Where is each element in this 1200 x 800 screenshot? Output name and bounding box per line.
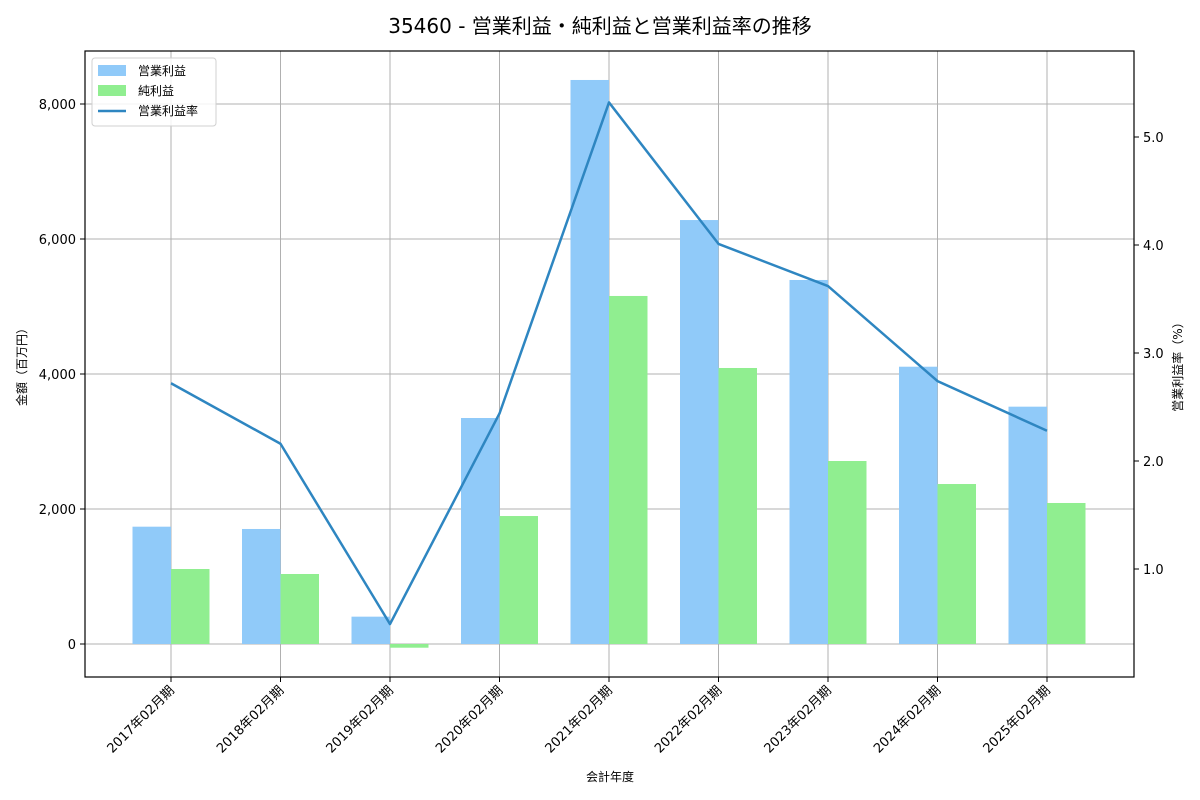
bar-net-profit — [499, 516, 538, 644]
x-tick-label: 2019年02月期 — [324, 683, 397, 756]
bar-net-profit — [828, 461, 867, 644]
x-tick-label: 2025年02月期 — [981, 683, 1054, 756]
y-tick-label: 8,000 — [39, 98, 76, 113]
bar-operating-profit — [351, 616, 390, 644]
bar-net-profit — [390, 644, 429, 648]
right-y-axis-label: 営業利益率（%） — [1170, 316, 1185, 411]
x-tick-label: 2024年02月期 — [871, 683, 944, 756]
x-tick-label: 2020年02月期 — [433, 683, 506, 756]
y2-tick-label: 3.0 — [1143, 347, 1164, 362]
bar-net-profit — [718, 367, 757, 644]
bar-operating-profit — [461, 418, 500, 644]
x-tick-label: 2022年02月期 — [652, 683, 725, 756]
y-tick-label: 0 — [68, 638, 76, 653]
legend-swatch-operating-profit — [98, 65, 126, 76]
bar-operating-profit — [899, 366, 938, 644]
bar-series — [132, 79, 1086, 648]
line-operating-margin — [170, 101, 1048, 626]
line-series — [170, 101, 1048, 626]
right-y-axis: 1.0 2.0 3.0 4.0 5.0 — [1134, 131, 1164, 578]
x-tick-label: 2017年02月期 — [105, 683, 178, 756]
bar-net-profit — [280, 574, 319, 644]
bar-operating-profit — [789, 279, 828, 644]
y2-tick-label: 5.0 — [1143, 131, 1164, 146]
bar-operating-profit — [1008, 406, 1047, 644]
left-y-axis: 0 2,000 4,000 6,000 8,000 — [39, 98, 85, 653]
x-axis-label: 会計年度 — [586, 769, 634, 784]
y-tick-label: 4,000 — [39, 368, 76, 383]
chart-title: 35460 - 営業利益・純利益と営業利益率の推移 — [388, 14, 812, 38]
bar-operating-profit — [242, 528, 281, 644]
bar-net-profit — [609, 295, 648, 644]
y2-tick-label: 2.0 — [1143, 455, 1164, 470]
bar-net-profit — [171, 569, 210, 644]
legend-label-operating-margin: 営業利益率 — [138, 103, 198, 118]
legend-label-net-profit: 純利益 — [138, 84, 174, 98]
x-tick-label: 2021年02月期 — [543, 683, 616, 756]
bar-operating-profit — [570, 79, 609, 645]
x-tick-label: 2023年02月期 — [762, 683, 835, 756]
y2-tick-label: 1.0 — [1143, 563, 1164, 578]
x-tick-label: 2018年02月期 — [214, 683, 287, 756]
legend-label-operating-profit: 営業利益 — [138, 64, 186, 78]
y-tick-label: 6,000 — [39, 233, 76, 248]
x-axis: 2017年02月期 2018年02月期 2019年02月期 2020年02月期 2021… — [105, 677, 1054, 757]
legend-swatch-net-profit — [98, 85, 126, 96]
bar-operating-profit — [680, 220, 719, 644]
bar-net-profit — [937, 484, 976, 644]
left-y-axis-label: 金額（百万円） — [14, 322, 29, 406]
bar-operating-profit — [132, 526, 171, 644]
y-tick-label: 2,000 — [39, 503, 76, 518]
y2-tick-label: 4.0 — [1143, 239, 1164, 254]
chart-legend: 営業利益 純利益 営業利益率 — [91, 57, 217, 127]
bar-net-profit — [1047, 502, 1086, 644]
